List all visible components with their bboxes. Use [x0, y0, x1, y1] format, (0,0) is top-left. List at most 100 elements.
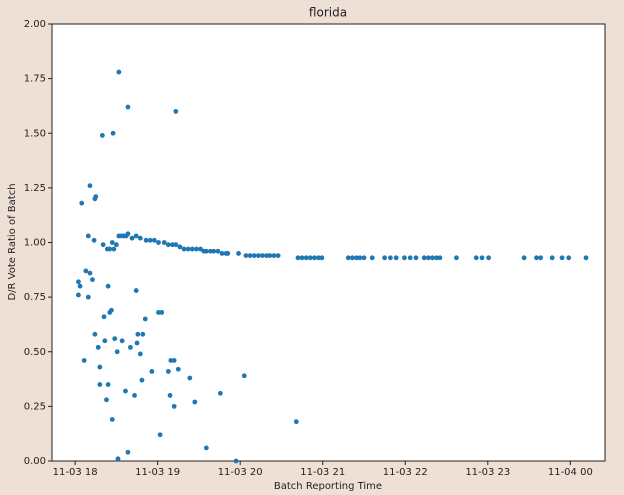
point: [473, 255, 479, 261]
point: [267, 253, 273, 259]
point: [251, 253, 257, 259]
point: [125, 104, 131, 110]
point: [85, 233, 91, 239]
point: [95, 344, 101, 350]
point: [100, 242, 106, 248]
point: [77, 283, 83, 289]
point: [139, 377, 145, 383]
point: [319, 255, 325, 261]
point: [156, 310, 161, 315]
point: [147, 237, 153, 243]
point: [81, 358, 87, 363]
point: [105, 283, 111, 289]
point: [112, 336, 118, 342]
point: [123, 388, 128, 394]
point: [236, 251, 241, 256]
point: [354, 255, 359, 261]
point: [104, 397, 109, 403]
point: [115, 456, 121, 462]
x-tick-label: 11-03 21: [300, 467, 345, 478]
x-tick-label: 11-03 22: [383, 467, 428, 478]
point: [225, 251, 231, 256]
point: [129, 235, 135, 241]
point: [151, 237, 157, 243]
point: [114, 349, 120, 355]
point: [217, 390, 223, 396]
point: [247, 253, 253, 259]
point: [102, 338, 108, 344]
point: [437, 255, 443, 261]
y-tick-label: 1.75: [24, 74, 46, 85]
point: [109, 307, 114, 313]
point: [299, 255, 305, 261]
point: [583, 255, 589, 261]
point: [312, 255, 317, 261]
point: [271, 253, 277, 259]
point: [275, 253, 281, 259]
point: [293, 419, 299, 425]
point: [357, 255, 363, 261]
point: [134, 340, 140, 346]
point: [189, 246, 195, 252]
point: [171, 403, 177, 409]
x-axis-label: Batch Reporting Time: [274, 481, 382, 492]
point: [219, 251, 225, 256]
point: [434, 255, 440, 261]
x-tick-label: 11-03 18: [53, 467, 98, 478]
point: [167, 393, 173, 398]
point: [85, 294, 91, 300]
point: [486, 255, 492, 261]
point: [107, 246, 113, 252]
point: [303, 255, 309, 261]
x-tick-label: 11-03 23: [465, 467, 510, 478]
point: [382, 255, 388, 261]
point: [137, 351, 143, 357]
point: [165, 242, 171, 248]
point: [559, 255, 565, 261]
x-tick-label: 11-04 00: [548, 467, 593, 478]
point: [208, 248, 213, 254]
plot-area: [51, 23, 606, 462]
point: [350, 255, 355, 261]
point: [307, 255, 313, 261]
point: [566, 255, 572, 261]
point: [170, 242, 175, 248]
point: [187, 375, 193, 381]
point: [116, 69, 122, 75]
point: [345, 255, 351, 261]
point: [87, 183, 93, 189]
point: [83, 268, 89, 274]
point: [421, 255, 427, 261]
point: [132, 393, 137, 398]
point: [113, 242, 119, 248]
point: [185, 246, 191, 252]
point: [173, 242, 179, 248]
point: [430, 255, 435, 261]
point: [99, 133, 105, 138]
point: [133, 233, 139, 239]
point: [149, 369, 155, 374]
point: [203, 248, 209, 254]
point: [111, 246, 117, 252]
point: [521, 255, 527, 261]
y-tick-label: 2.00: [24, 19, 46, 30]
point: [260, 253, 265, 259]
point: [143, 237, 149, 243]
point: [243, 253, 249, 259]
point: [76, 292, 81, 298]
y-tick-label: 0.25: [24, 401, 46, 412]
point: [295, 255, 301, 261]
point: [91, 237, 97, 243]
point: [161, 240, 167, 245]
point: [171, 358, 177, 363]
y-tick-label: 0.75: [24, 292, 46, 303]
point: [92, 331, 98, 337]
point: [93, 194, 99, 200]
point: [425, 255, 431, 261]
point: [109, 417, 115, 422]
point: [177, 244, 183, 250]
y-tick-label: 1.50: [24, 128, 46, 139]
point: [361, 255, 367, 261]
point: [181, 246, 187, 252]
